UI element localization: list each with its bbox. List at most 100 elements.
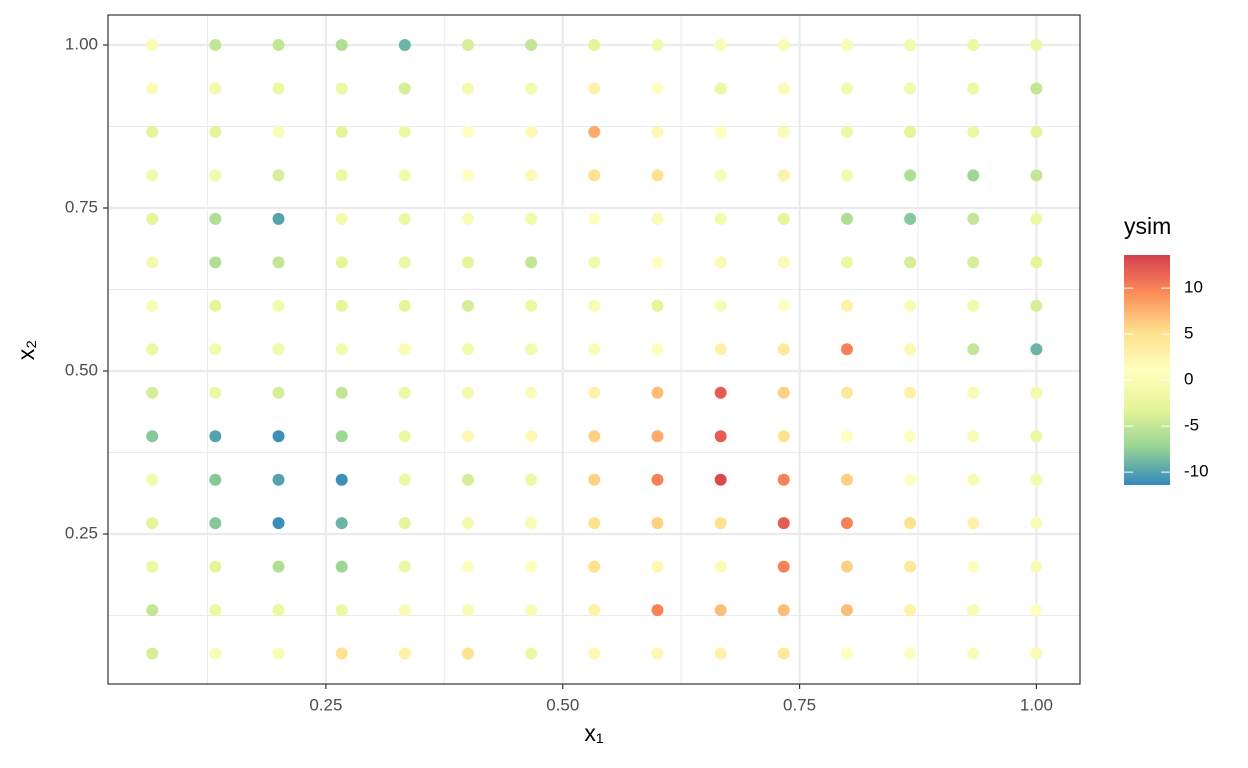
point xyxy=(588,604,601,617)
point xyxy=(651,82,664,95)
point xyxy=(1030,647,1043,660)
point xyxy=(462,560,474,573)
point xyxy=(904,517,917,530)
point xyxy=(146,299,159,312)
point xyxy=(272,386,285,399)
point xyxy=(462,343,474,356)
point xyxy=(398,256,411,269)
y-tick-label: 0.75 xyxy=(65,197,98,216)
point xyxy=(525,604,538,617)
point xyxy=(1030,517,1043,530)
y-axis-title: x₂ xyxy=(13,340,39,360)
point xyxy=(525,343,538,356)
point xyxy=(525,647,538,660)
point xyxy=(146,647,159,660)
point xyxy=(714,517,727,530)
colorbar-label: -10 xyxy=(1184,462,1209,481)
point xyxy=(588,256,601,269)
point xyxy=(335,604,348,617)
point xyxy=(904,125,917,138)
point xyxy=(714,38,727,51)
point xyxy=(904,604,917,617)
point xyxy=(398,386,411,399)
point xyxy=(777,125,790,138)
point xyxy=(904,82,917,95)
point xyxy=(525,38,538,51)
point xyxy=(588,125,601,138)
point xyxy=(777,604,790,617)
point xyxy=(146,169,159,182)
point xyxy=(209,430,222,443)
point xyxy=(272,212,285,225)
point xyxy=(209,343,222,356)
point xyxy=(209,604,222,617)
point xyxy=(1030,604,1043,617)
point xyxy=(146,38,159,51)
point xyxy=(272,647,285,660)
point xyxy=(651,169,664,182)
point xyxy=(967,169,980,182)
point xyxy=(335,256,348,269)
point xyxy=(335,212,348,225)
point xyxy=(272,604,285,617)
point xyxy=(904,212,917,225)
point xyxy=(967,647,980,660)
point xyxy=(272,38,285,51)
panel-border xyxy=(107,14,1081,685)
point xyxy=(146,604,159,617)
point xyxy=(840,256,853,269)
point xyxy=(209,473,222,486)
point xyxy=(335,82,348,95)
point xyxy=(651,343,664,356)
point xyxy=(398,430,411,443)
point xyxy=(588,560,601,573)
point xyxy=(714,125,727,138)
point xyxy=(967,386,980,399)
point xyxy=(398,473,411,486)
point xyxy=(840,169,853,182)
point xyxy=(462,169,474,182)
point xyxy=(840,386,853,399)
point xyxy=(335,560,348,573)
point xyxy=(335,430,348,443)
point xyxy=(398,560,411,573)
point xyxy=(335,343,348,356)
point xyxy=(272,430,285,443)
point xyxy=(588,473,601,486)
point xyxy=(146,430,159,443)
point xyxy=(146,386,159,399)
y-tick-label: 1.00 xyxy=(65,34,98,53)
point xyxy=(967,38,980,51)
point xyxy=(967,299,980,312)
point xyxy=(1030,125,1043,138)
point xyxy=(209,647,222,660)
point xyxy=(398,647,411,660)
point xyxy=(714,212,727,225)
point xyxy=(777,343,790,356)
x-tick-label: 1.00 xyxy=(1020,695,1053,714)
point xyxy=(840,604,853,617)
point xyxy=(462,82,474,95)
point xyxy=(714,386,727,399)
point xyxy=(1030,169,1043,182)
point xyxy=(525,212,538,225)
point xyxy=(840,430,853,443)
point xyxy=(525,299,538,312)
point xyxy=(967,343,980,356)
colorbar-label: 5 xyxy=(1184,324,1193,343)
point xyxy=(840,343,853,356)
point xyxy=(209,169,222,182)
point xyxy=(398,38,411,51)
colorbar-label: 0 xyxy=(1184,370,1193,389)
point xyxy=(398,82,411,95)
point xyxy=(904,256,917,269)
colorbar xyxy=(1124,255,1170,485)
point xyxy=(462,256,474,269)
point xyxy=(525,82,538,95)
point xyxy=(840,82,853,95)
point xyxy=(651,604,664,617)
x-tick-label: 0.50 xyxy=(546,695,579,714)
point xyxy=(398,604,411,617)
point xyxy=(1030,430,1043,443)
